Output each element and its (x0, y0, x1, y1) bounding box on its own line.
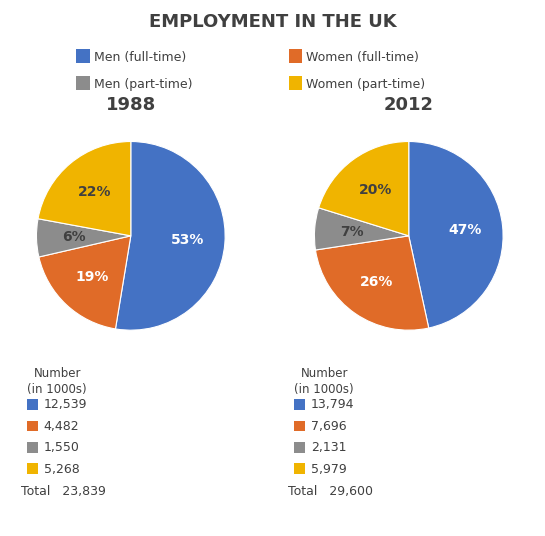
Text: 7,696: 7,696 (311, 420, 346, 433)
Text: 19%: 19% (75, 270, 109, 284)
Wedge shape (116, 142, 225, 330)
Wedge shape (319, 142, 409, 236)
Text: 6%: 6% (62, 230, 86, 244)
Wedge shape (38, 142, 131, 236)
Text: Men (full-time): Men (full-time) (94, 51, 186, 64)
Text: Men (part-time): Men (part-time) (94, 78, 192, 91)
Text: Number
(in 1000s): Number (in 1000s) (294, 367, 354, 396)
Title: 1988: 1988 (106, 95, 156, 114)
Wedge shape (409, 142, 503, 328)
Text: 47%: 47% (449, 223, 482, 237)
Text: 22%: 22% (78, 185, 111, 199)
Text: 7%: 7% (341, 225, 364, 239)
Text: 4,482: 4,482 (44, 420, 79, 433)
Text: 5,979: 5,979 (311, 463, 347, 475)
Text: 5,268: 5,268 (44, 463, 80, 475)
Text: 26%: 26% (360, 276, 393, 289)
Text: EMPLOYMENT IN THE UK: EMPLOYMENT IN THE UK (149, 13, 396, 32)
Text: 20%: 20% (359, 183, 392, 197)
Wedge shape (37, 219, 131, 257)
Text: 2,131: 2,131 (311, 441, 346, 454)
Text: 1,550: 1,550 (44, 441, 80, 454)
Text: 12,539: 12,539 (44, 398, 87, 411)
Text: 53%: 53% (171, 234, 204, 248)
Wedge shape (314, 208, 409, 250)
Text: Total   29,600: Total 29,600 (288, 485, 373, 498)
Text: Number
(in 1000s): Number (in 1000s) (27, 367, 87, 396)
Wedge shape (39, 236, 131, 329)
Text: Women (part-time): Women (part-time) (306, 78, 426, 91)
Text: Total   23,839: Total 23,839 (21, 485, 106, 498)
Text: Women (full-time): Women (full-time) (306, 51, 419, 64)
Title: 2012: 2012 (384, 95, 434, 114)
Text: 13,794: 13,794 (311, 398, 354, 411)
Wedge shape (316, 236, 429, 330)
